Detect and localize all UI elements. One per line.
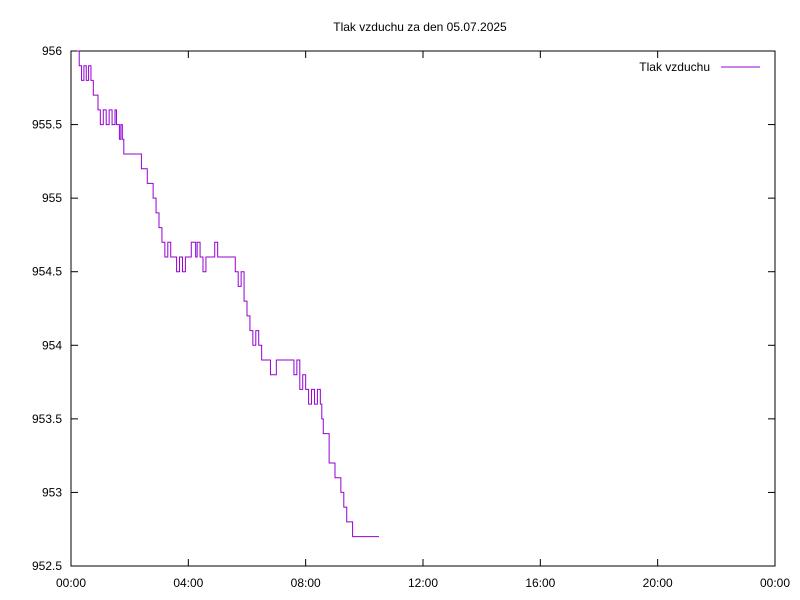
x-tick-label: 08:00: [291, 576, 321, 590]
x-tick-label: 00:00: [56, 576, 86, 590]
y-axis: 952.5 953 953.5 954 954.5 955 955.5 956: [32, 44, 775, 573]
y-tick-label: 955.5: [32, 118, 62, 132]
y-tick-label: 955: [42, 191, 62, 205]
y-tick-label: 956: [42, 44, 62, 58]
legend: Tlak vzduchu: [639, 60, 760, 74]
y-tick-label: 954: [42, 338, 62, 352]
x-tick-label: 16:00: [525, 576, 555, 590]
chart-title: Tlak vzduchu za den 05.07.2025: [333, 20, 507, 34]
x-tick-label: 04:00: [173, 576, 203, 590]
y-tick-label: 954.5: [32, 265, 62, 279]
y-tick-label: 952.5: [32, 559, 62, 573]
x-tick-label: 00:00: [760, 576, 790, 590]
series-line-tlak-vzduchu: [76, 50, 379, 538]
y-tick-label: 953: [42, 485, 62, 499]
x-axis: 00:00 04:00 08:00 12:00 16:00 20:00 00:00: [56, 51, 790, 590]
x-tick-label: 12:00: [408, 576, 438, 590]
legend-label: Tlak vzduchu: [639, 60, 710, 74]
y-tick-label: 953.5: [32, 412, 62, 426]
x-tick-label: 20:00: [643, 576, 673, 590]
